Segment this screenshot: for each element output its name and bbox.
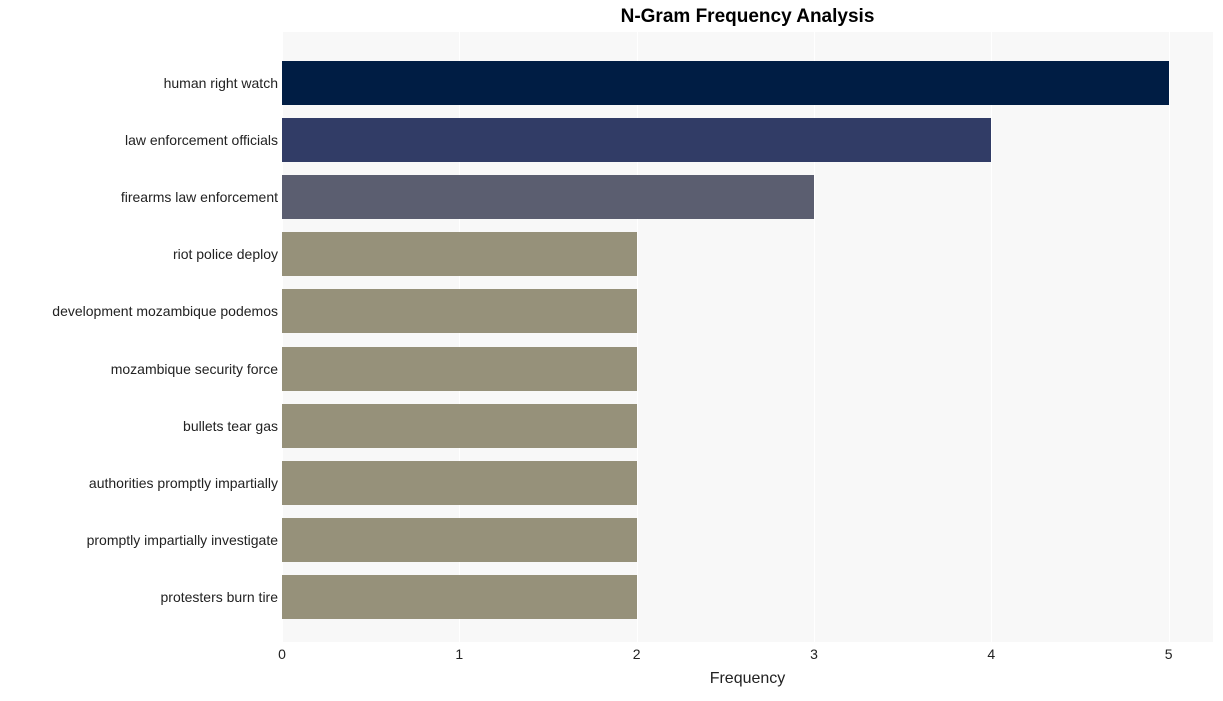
y-tick-label: promptly impartially investigate <box>87 532 278 548</box>
y-tick-label: development mozambique podemos <box>52 303 278 319</box>
y-tick-label: authorities promptly impartially <box>89 475 278 491</box>
x-tick-label: 2 <box>633 646 641 662</box>
y-tick-label: protesters burn tire <box>161 589 279 605</box>
y-tick-label: firearms law enforcement <box>121 189 278 205</box>
plot-area <box>282 32 1213 642</box>
bar <box>282 289 637 333</box>
grid-line <box>1169 32 1170 642</box>
bar <box>282 575 637 619</box>
bar <box>282 404 637 448</box>
y-tick-label: mozambique security force <box>111 361 278 377</box>
x-axis-label: Frequency <box>282 670 1213 688</box>
y-tick-label: law enforcement officials <box>125 132 278 148</box>
grid-line <box>991 32 992 642</box>
bar <box>282 518 637 562</box>
bar <box>282 232 637 276</box>
chart-title: N-Gram Frequency Analysis <box>282 6 1213 28</box>
chart-container: N-Gram Frequency Analysis human right wa… <box>0 0 1223 701</box>
x-tick-label: 0 <box>278 646 286 662</box>
bar <box>282 61 1169 105</box>
bar <box>282 118 991 162</box>
x-tick-label: 5 <box>1165 646 1173 662</box>
x-tick-label: 4 <box>987 646 995 662</box>
y-tick-label: riot police deploy <box>173 246 278 262</box>
bar <box>282 175 814 219</box>
bar <box>282 347 637 391</box>
x-tick-label: 1 <box>455 646 463 662</box>
x-tick-label: 3 <box>810 646 818 662</box>
y-tick-label: human right watch <box>164 75 278 91</box>
y-tick-label: bullets tear gas <box>183 418 278 434</box>
bar <box>282 461 637 505</box>
